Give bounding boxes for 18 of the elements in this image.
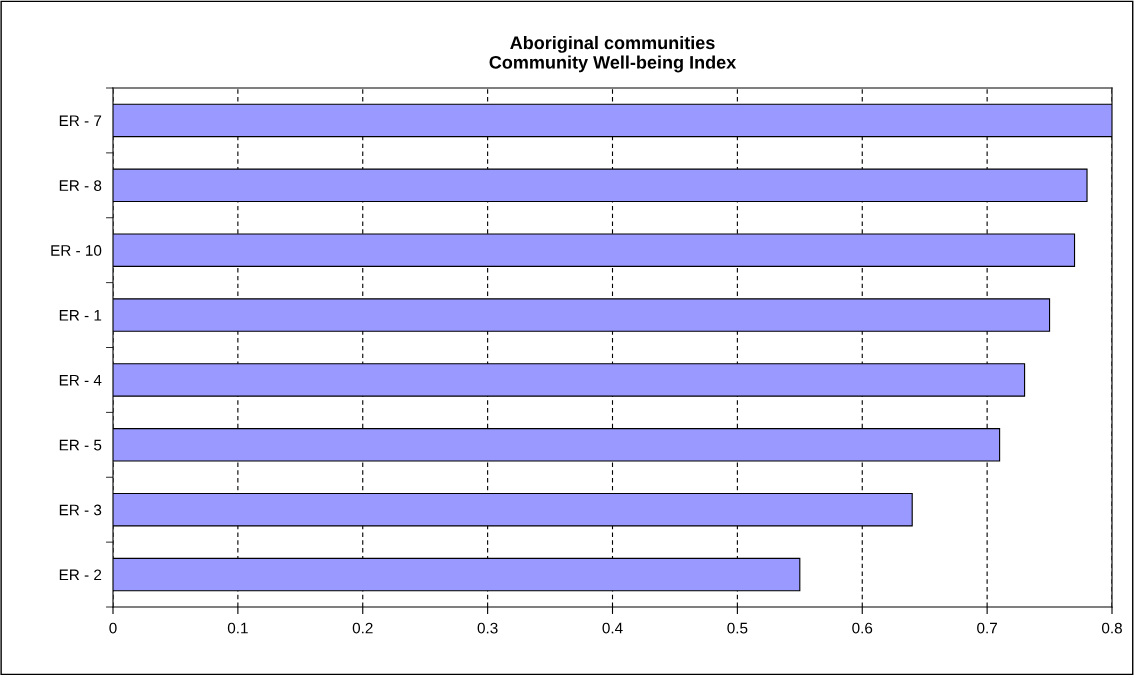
y-tick-label: ER - 7 — [59, 115, 102, 126]
x-tick-label: 0.8 — [1101, 622, 1122, 634]
y-tick-label: ER - 4 — [59, 374, 102, 386]
y-tick-label: ER - 8 — [59, 180, 102, 191]
x-tick-label: 0.4 — [602, 622, 623, 634]
x-tick-label: 0.1 — [227, 622, 248, 634]
x-tick-label: 0.6 — [852, 622, 873, 634]
y-tick-label: ER - 2 — [59, 569, 102, 581]
x-tick-label: 0.5 — [727, 622, 748, 634]
y-tick-label: ER - 5 — [59, 439, 102, 451]
y-tick-label: ER - 10 — [51, 245, 102, 256]
chart-title: Aboriginal communities Community Well-being Index — [489, 35, 737, 73]
x-tick-label: 0.2 — [352, 622, 373, 634]
y-tick-label: ER - 1 — [59, 310, 102, 321]
x-tick-label: 0.3 — [477, 622, 498, 634]
x-tick-label: 0.7 — [977, 622, 997, 634]
x-tick-label: 0 — [109, 622, 117, 634]
y-tick-label: ER - 3 — [59, 504, 102, 516]
